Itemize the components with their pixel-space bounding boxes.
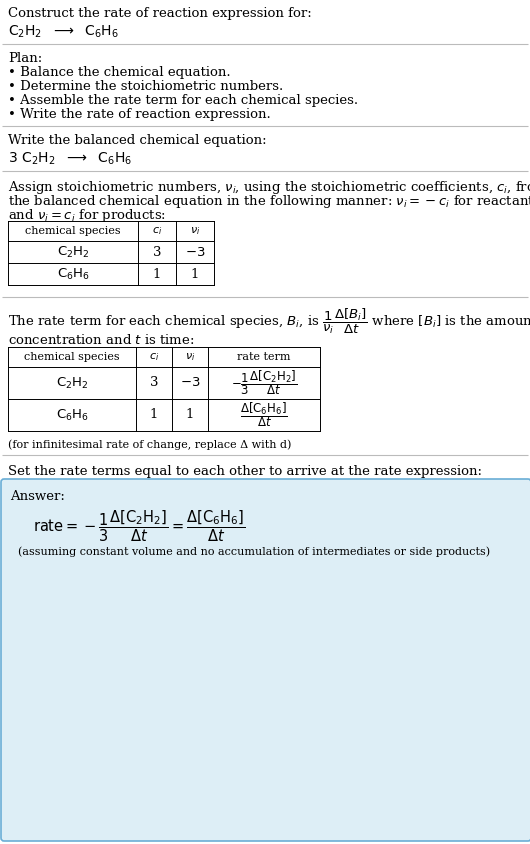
Text: $\mathrm{C_6H_6}$: $\mathrm{C_6H_6}$ [57, 267, 90, 282]
Text: 1: 1 [191, 268, 199, 280]
Text: 1: 1 [153, 268, 161, 280]
Text: Write the balanced chemical equation:: Write the balanced chemical equation: [8, 134, 267, 147]
Text: 1: 1 [186, 408, 194, 421]
Text: Plan:: Plan: [8, 52, 42, 65]
Text: • Balance the chemical equation.: • Balance the chemical equation. [8, 66, 231, 79]
Text: $\mathrm{rate} = -\dfrac{1}{3}\dfrac{\Delta[\mathrm{C_2H_2}]}{\Delta t} = \dfrac: $\mathrm{rate} = -\dfrac{1}{3}\dfrac{\De… [33, 508, 245, 544]
Text: 3: 3 [150, 376, 158, 389]
Text: Construct the rate of reaction expression for:: Construct the rate of reaction expressio… [8, 7, 312, 20]
Text: $\nu_i$: $\nu_i$ [190, 225, 200, 237]
Text: the balanced chemical equation in the following manner: $\nu_i = -c_i$ for react: the balanced chemical equation in the fo… [8, 193, 530, 210]
Text: $\nu_i$: $\nu_i$ [185, 351, 195, 363]
Text: rate term: rate term [237, 352, 291, 362]
Text: concentration and $t$ is time:: concentration and $t$ is time: [8, 333, 195, 347]
Text: and $\nu_i = c_i$ for products:: and $\nu_i = c_i$ for products: [8, 207, 166, 224]
Text: (assuming constant volume and no accumulation of intermediates or side products): (assuming constant volume and no accumul… [18, 546, 490, 556]
Text: Assign stoichiometric numbers, $\nu_i$, using the stoichiometric coefficients, $: Assign stoichiometric numbers, $\nu_i$, … [8, 179, 530, 196]
Text: $3\ \mathrm{C_2H_2}$  $\longrightarrow$  $\mathrm{C_6H_6}$: $3\ \mathrm{C_2H_2}$ $\longrightarrow$ $… [8, 151, 132, 167]
Text: $-3$: $-3$ [180, 376, 200, 389]
Text: $c_i$: $c_i$ [149, 351, 159, 363]
Text: The rate term for each chemical species, $B_i$, is $\dfrac{1}{\nu_i}\dfrac{\Delt: The rate term for each chemical species,… [8, 307, 530, 336]
Text: 3: 3 [153, 246, 161, 258]
Text: Answer:: Answer: [10, 490, 65, 503]
Text: $-\dfrac{1}{3}\dfrac{\Delta[\mathrm{C_2H_2}]}{\Delta t}$: $-\dfrac{1}{3}\dfrac{\Delta[\mathrm{C_2H… [231, 369, 297, 398]
Text: • Determine the stoichiometric numbers.: • Determine the stoichiometric numbers. [8, 80, 283, 93]
Text: (for infinitesimal rate of change, replace Δ with d): (for infinitesimal rate of change, repla… [8, 439, 292, 450]
Text: • Assemble the rate term for each chemical species.: • Assemble the rate term for each chemic… [8, 94, 358, 107]
Text: chemical species: chemical species [24, 352, 120, 362]
Text: $c_i$: $c_i$ [152, 225, 162, 237]
FancyBboxPatch shape [1, 479, 530, 841]
Text: $\mathrm{C_2H_2}$  $\longrightarrow$  $\mathrm{C_6H_6}$: $\mathrm{C_2H_2}$ $\longrightarrow$ $\ma… [8, 24, 119, 41]
Text: 1: 1 [150, 408, 158, 421]
Text: • Write the rate of reaction expression.: • Write the rate of reaction expression. [8, 108, 271, 121]
Text: chemical species: chemical species [25, 226, 121, 236]
Text: Set the rate terms equal to each other to arrive at the rate expression:: Set the rate terms equal to each other t… [8, 465, 482, 478]
Text: $\mathrm{C_2H_2}$: $\mathrm{C_2H_2}$ [57, 245, 90, 260]
Text: $\mathrm{C_6H_6}$: $\mathrm{C_6H_6}$ [56, 408, 89, 423]
Text: $\dfrac{\Delta[\mathrm{C_6H_6}]}{\Delta t}$: $\dfrac{\Delta[\mathrm{C_6H_6}]}{\Delta … [240, 401, 288, 430]
Text: $\mathrm{C_2H_2}$: $\mathrm{C_2H_2}$ [56, 376, 89, 391]
Text: $-3$: $-3$ [185, 246, 205, 258]
